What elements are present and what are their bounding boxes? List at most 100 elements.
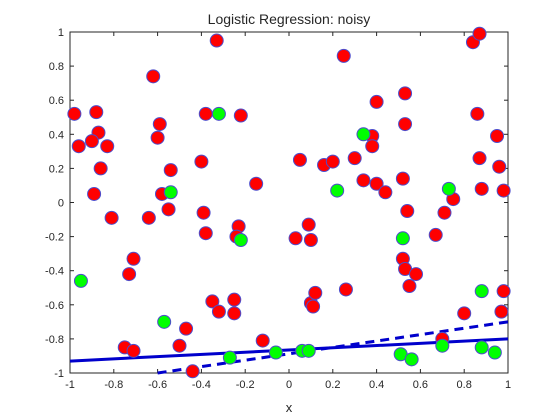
red-data-point — [141, 210, 156, 225]
red-data-point — [84, 134, 99, 149]
red-data-point — [398, 86, 413, 101]
y-tick-label: 1 — [58, 27, 64, 39]
x-axis-label: x — [286, 400, 293, 415]
red-data-point — [227, 306, 242, 321]
red-data-point — [395, 171, 410, 186]
plot-area-frame — [69, 31, 509, 374]
green-data-point — [330, 183, 345, 198]
y-tick-label: 0.2 — [49, 163, 64, 175]
red-data-point — [325, 154, 340, 169]
green-data-point — [157, 314, 172, 329]
green-data-point — [474, 340, 489, 355]
red-data-point — [249, 176, 264, 191]
red-data-point — [470, 106, 485, 121]
red-data-point — [126, 343, 141, 358]
x-tick-label: -0.8 — [104, 379, 123, 391]
x-tick-label: 0.6 — [413, 379, 428, 391]
red-data-point — [356, 173, 371, 188]
red-data-point — [308, 285, 323, 300]
red-data-point — [209, 33, 224, 48]
red-data-point — [67, 106, 82, 121]
green-data-point — [73, 273, 88, 288]
red-data-point — [71, 139, 86, 154]
green-data-point — [474, 284, 489, 299]
red-data-point — [496, 284, 511, 299]
green-data-point — [356, 127, 371, 142]
x-tick-label: 0 — [286, 379, 292, 391]
red-data-point — [205, 294, 220, 309]
red-data-point — [492, 159, 507, 174]
green-data-point — [233, 233, 248, 248]
red-data-point — [122, 267, 137, 282]
red-data-point — [233, 108, 248, 123]
red-data-point — [490, 129, 505, 144]
red-data-point — [494, 304, 509, 319]
green-data-point — [222, 350, 237, 365]
red-data-point — [472, 26, 487, 41]
red-data-point — [100, 139, 115, 154]
x-tick-label: 0.8 — [457, 379, 472, 391]
green-data-point — [211, 106, 226, 121]
y-tick-label: -0.6 — [45, 300, 64, 312]
y-axis-ticks: -1 -0.8 -0.6 -0.4 -0.2 0 0.2 0.4 0.6 0.8 1 — [45, 27, 508, 380]
x-tick-label: 1 — [505, 379, 511, 391]
red-data-point — [93, 161, 108, 176]
y-tick-label: 0 — [58, 198, 64, 210]
red-data-point — [179, 321, 194, 336]
red-data-point — [194, 154, 209, 169]
x-tick-label: 0.2 — [325, 379, 340, 391]
red-data-point — [338, 282, 353, 297]
red-data-point — [288, 231, 303, 246]
y-tick-label: -0.8 — [45, 334, 64, 346]
green-data-point — [435, 338, 450, 353]
red-data-point — [474, 181, 489, 196]
green-data-point — [268, 345, 283, 360]
red-data-point — [104, 210, 119, 225]
red-data-point — [378, 185, 393, 200]
green-data-point — [404, 352, 419, 367]
green-data-point — [395, 231, 410, 246]
decision-lines — [69, 320, 509, 375]
red-data-point — [89, 105, 104, 120]
green-data-point — [163, 185, 178, 200]
red-data-point — [87, 186, 102, 201]
red-data-point — [292, 152, 307, 167]
red-data-point — [198, 106, 213, 121]
red-data-point — [152, 117, 167, 132]
red-data-point — [336, 48, 351, 63]
red-data-point — [347, 151, 362, 166]
x-axis-ticks: -1 -0.8 -0.6 -0.4 -0.2 0 0.2 0.4 0.6 0.8 1 — [65, 32, 511, 391]
red-data-point — [457, 306, 472, 321]
red-data-point — [163, 163, 178, 178]
green-data-point — [441, 181, 456, 196]
red-data-point — [126, 251, 141, 266]
red-data-point — [369, 94, 384, 109]
red-data-point — [409, 267, 424, 282]
red-data-point — [496, 183, 511, 198]
green-data-point — [487, 345, 502, 360]
red-data-point — [185, 364, 200, 379]
x-tick-label: -0.6 — [148, 379, 167, 391]
y-tick-label: 0.8 — [49, 61, 64, 73]
x-tick-label: -0.2 — [236, 379, 255, 391]
red-data-point — [198, 226, 213, 241]
red-data-point — [301, 217, 316, 232]
data-points — [67, 26, 511, 379]
green-data-point — [301, 343, 316, 358]
red-data-point — [196, 205, 211, 220]
solid-decision-line — [69, 337, 509, 363]
red-data-point — [437, 205, 452, 220]
red-data-point — [428, 227, 443, 242]
red-data-point — [306, 299, 321, 314]
red-data-point — [161, 202, 176, 217]
y-tick-label: 0.4 — [49, 129, 64, 141]
red-data-point — [472, 151, 487, 166]
x-tick-label: -0.4 — [192, 379, 211, 391]
red-data-point — [400, 204, 415, 219]
red-data-point — [365, 139, 380, 154]
y-tick-label: 0.6 — [49, 95, 64, 107]
x-tick-label: -1 — [65, 379, 75, 391]
red-data-point — [369, 176, 384, 191]
x-tick-label: 0.4 — [369, 379, 384, 391]
